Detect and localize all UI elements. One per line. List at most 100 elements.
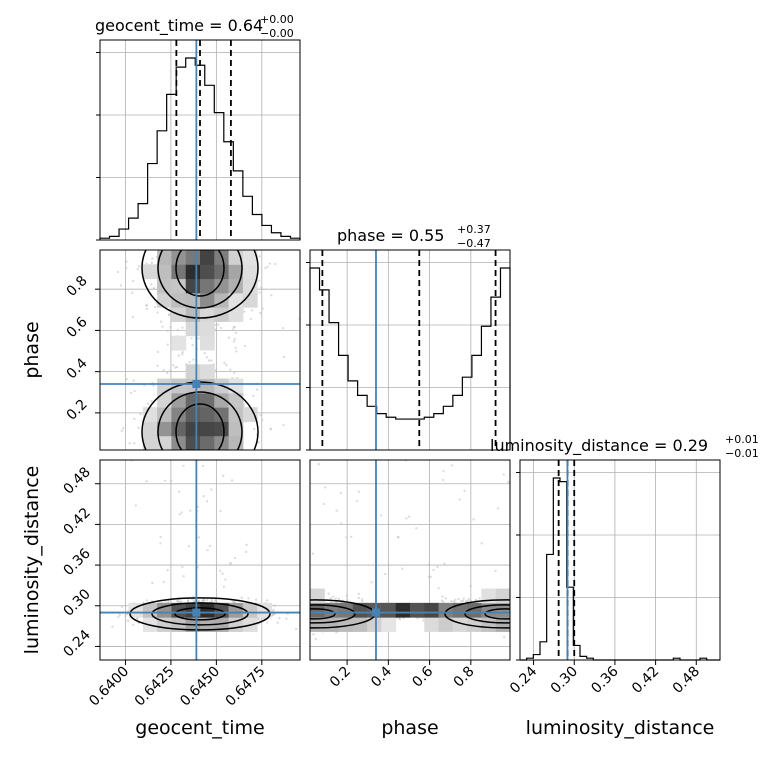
sample-point: [444, 597, 447, 600]
sample-point: [379, 514, 383, 517]
density-cell: [171, 264, 187, 280]
sample-point: [161, 325, 164, 328]
sample-point: [235, 350, 238, 353]
sample-point: [507, 480, 510, 484]
density-cell: [157, 421, 172, 437]
sample-point: [357, 592, 361, 596]
title-luminosity-distance-minus: −0.01: [725, 447, 759, 460]
title-phase-plus: +0.37: [457, 223, 491, 236]
density-cell: [214, 278, 230, 294]
contour-line: [129, 597, 271, 631]
density-cell: [242, 602, 258, 618]
sample-point: [274, 262, 277, 266]
sample-point: [337, 597, 340, 601]
sample-point: [257, 441, 260, 444]
sample-point: [145, 480, 148, 483]
sample-point: [205, 356, 209, 359]
density-cell: [185, 321, 201, 337]
sample-point: [219, 326, 223, 330]
sample-point: [255, 388, 259, 391]
sample-point: [219, 509, 222, 513]
sample-point: [233, 337, 236, 341]
density-cell: [157, 602, 172, 618]
sample-point: [222, 585, 226, 588]
sample-point: [202, 495, 205, 498]
density-cell: [200, 292, 215, 308]
sample-point: [221, 474, 225, 477]
sample-point: [162, 580, 165, 584]
density-cell: [200, 307, 215, 322]
density-cell: [200, 335, 215, 351]
density-cell: [242, 278, 258, 294]
sample-point: [243, 310, 246, 313]
sample-point: [258, 279, 261, 282]
sample-point: [137, 265, 141, 268]
sample-point: [249, 317, 253, 321]
sample-point: [432, 568, 435, 572]
density-cell: [185, 421, 201, 437]
sample-point: [217, 323, 220, 326]
sample-point: [463, 489, 466, 493]
sample-point: [232, 325, 235, 329]
sample-point: [166, 568, 169, 572]
sample-point: [314, 637, 317, 641]
sample-point: [125, 266, 128, 270]
sample-point: [396, 536, 400, 539]
sample-point: [133, 389, 136, 393]
contour-line: [151, 602, 249, 626]
sample-point: [152, 286, 156, 290]
sample-point: [146, 402, 150, 405]
sample-point: [174, 366, 177, 369]
sample-point: [131, 315, 135, 319]
density-cell: [171, 335, 187, 351]
sample-point: [190, 337, 193, 340]
sample-point: [467, 597, 470, 601]
density-cell: [171, 250, 187, 265]
density-cell: [142, 421, 158, 437]
truth-marker: [192, 380, 201, 389]
density-cell: [142, 435, 158, 450]
sample-point: [214, 323, 217, 326]
sample-point: [335, 509, 338, 512]
density-cell: [157, 264, 172, 280]
sample-point: [188, 360, 191, 364]
scatter-geocent-time-vs-luminosity-distance: [100, 460, 300, 660]
density-cell: [157, 392, 172, 408]
sample-point: [415, 527, 418, 530]
sample-point: [441, 478, 445, 482]
sample-point: [136, 617, 139, 620]
sample-point: [150, 261, 154, 265]
density-cell: [157, 378, 172, 394]
sample-point: [260, 617, 263, 621]
truth-marker: [192, 608, 201, 617]
contour-line: [174, 607, 226, 621]
sample-point: [405, 517, 408, 520]
sample-point: [450, 599, 453, 603]
sample-point: [350, 535, 353, 539]
sample-point: [252, 394, 255, 398]
sample-point: [259, 311, 262, 315]
histogram-step: [520, 477, 720, 661]
histogram-luminosity-distance: [520, 460, 720, 661]
sample-point: [120, 605, 124, 608]
sample-point: [169, 369, 172, 372]
sample-point: [206, 549, 209, 552]
sample-point: [234, 331, 238, 335]
sample-point: [145, 304, 149, 307]
sample-point: [317, 462, 321, 466]
sample-point: [182, 575, 185, 578]
density-cell: [185, 407, 201, 422]
sample-point: [145, 599, 148, 602]
sample-point: [469, 584, 472, 588]
density-cell: [228, 264, 244, 280]
sample-point: [167, 313, 171, 316]
density-cell: [171, 392, 187, 408]
sample-point: [357, 490, 361, 493]
sample-point: [258, 291, 261, 294]
sample-point: [129, 391, 133, 395]
sample-point: [132, 623, 135, 627]
density-cell: [214, 407, 230, 422]
density-cell: [185, 364, 201, 380]
sample-point: [234, 346, 237, 350]
sample-point: [214, 599, 217, 602]
